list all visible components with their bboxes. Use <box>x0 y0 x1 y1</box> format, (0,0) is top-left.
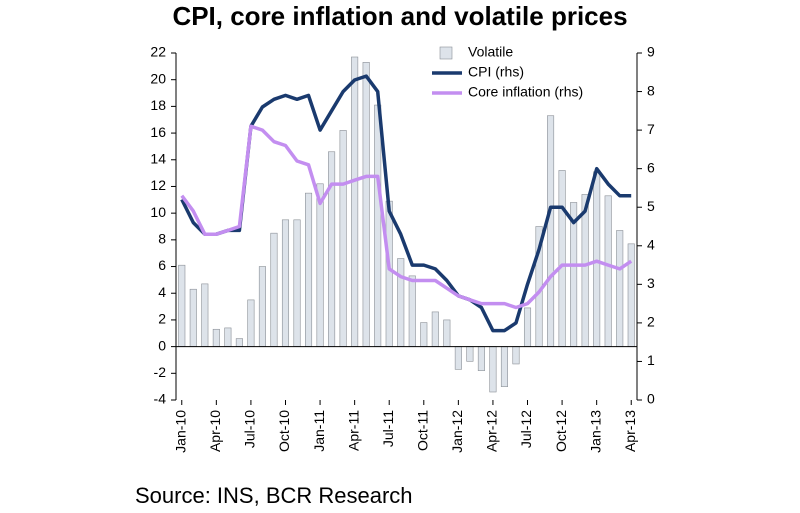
y2-tick-label: 9 <box>647 44 655 60</box>
y-tick-label: 6 <box>158 257 166 273</box>
y2-tick-label: 6 <box>647 159 655 175</box>
x-tick-label: Jan-11 <box>311 410 327 452</box>
y2-tick-label: 3 <box>647 275 655 291</box>
y2-tick-label: 7 <box>647 121 655 137</box>
x-tick-label: Apr-10 <box>207 410 223 452</box>
bar <box>281 219 290 347</box>
y-tick-label: 18 <box>150 97 166 113</box>
x-tick-label: Oct-10 <box>276 410 292 452</box>
y-tick-label: 2 <box>158 311 166 327</box>
bar <box>362 62 370 347</box>
legend-label: Core inflation (rhs) <box>468 84 583 100</box>
y2-tick-label: 8 <box>647 82 655 98</box>
y-tick-label: 4 <box>158 284 166 300</box>
bar <box>547 115 555 347</box>
x-tick-label: Oct-11 <box>414 410 430 451</box>
x-tick-label: Jul-11 <box>380 410 396 447</box>
y2-tick-label: 0 <box>647 391 655 407</box>
y-tick-label: -4 <box>154 391 167 407</box>
bar <box>397 258 405 347</box>
bar <box>616 230 624 347</box>
bar <box>477 346 485 371</box>
bar <box>235 338 243 347</box>
y-tick-label: 16 <box>150 124 166 140</box>
y-tick-label: 14 <box>150 150 166 166</box>
bar <box>593 171 601 347</box>
bar <box>500 346 508 387</box>
y2-tick-label: 1 <box>647 352 655 368</box>
y-tick-label: 20 <box>150 70 166 86</box>
y2-tick-label: 5 <box>647 198 655 214</box>
legend-label: Volatile <box>468 44 513 60</box>
bar <box>454 346 462 370</box>
source-note: Source: INS, BCR Research <box>135 483 413 508</box>
bar <box>420 322 428 347</box>
line <box>180 74 632 333</box>
bar <box>408 275 416 347</box>
y-tick-label: 10 <box>150 204 166 220</box>
bar <box>581 194 589 347</box>
y-tick-label: 8 <box>158 231 166 247</box>
bar <box>201 283 209 347</box>
chart-title: CPI, core inflation and volatile prices <box>172 1 627 31</box>
legend-swatch <box>439 46 453 60</box>
bar <box>523 307 532 347</box>
bar <box>247 299 255 347</box>
bar <box>224 327 232 347</box>
x-tick-label: Oct-12 <box>553 410 569 452</box>
bar <box>466 346 474 362</box>
y-tick-label: 22 <box>150 44 166 60</box>
x-tick-label: Apr-11 <box>345 410 361 451</box>
x-tick-label: Jan-13 <box>587 410 603 453</box>
bar <box>189 288 197 347</box>
bar <box>512 346 520 365</box>
bar <box>351 56 359 347</box>
bar <box>305 192 313 347</box>
x-tick-label: Apr-12 <box>484 410 500 452</box>
bar <box>489 346 497 393</box>
y-tick-label: 12 <box>150 177 166 193</box>
bar <box>293 219 301 347</box>
x-tick-label: Jul-12 <box>518 410 534 448</box>
bar <box>604 195 612 347</box>
bar <box>374 104 382 347</box>
bar <box>431 311 439 347</box>
bar <box>443 319 451 347</box>
x-tick-label: Jan-12 <box>449 410 465 453</box>
line <box>180 124 633 310</box>
x-tick-label: Jul-10 <box>242 410 258 448</box>
y-tick-label: -2 <box>154 364 167 380</box>
y-tick-label: 0 <box>158 337 166 353</box>
bar <box>558 170 566 347</box>
y2-tick-label: 2 <box>647 314 655 330</box>
bar <box>178 264 186 347</box>
x-tick-label: Apr-13 <box>622 410 638 452</box>
bar <box>385 200 393 347</box>
y2-tick-label: 4 <box>647 236 655 252</box>
bar <box>328 151 336 347</box>
x-tick-label: Jan-10 <box>172 410 188 453</box>
bar <box>316 183 324 347</box>
bar <box>270 232 278 347</box>
legend-label: CPI (rhs) <box>468 64 524 80</box>
bar <box>258 266 266 347</box>
bar <box>339 130 347 347</box>
bar <box>627 243 635 347</box>
bar <box>212 328 220 347</box>
